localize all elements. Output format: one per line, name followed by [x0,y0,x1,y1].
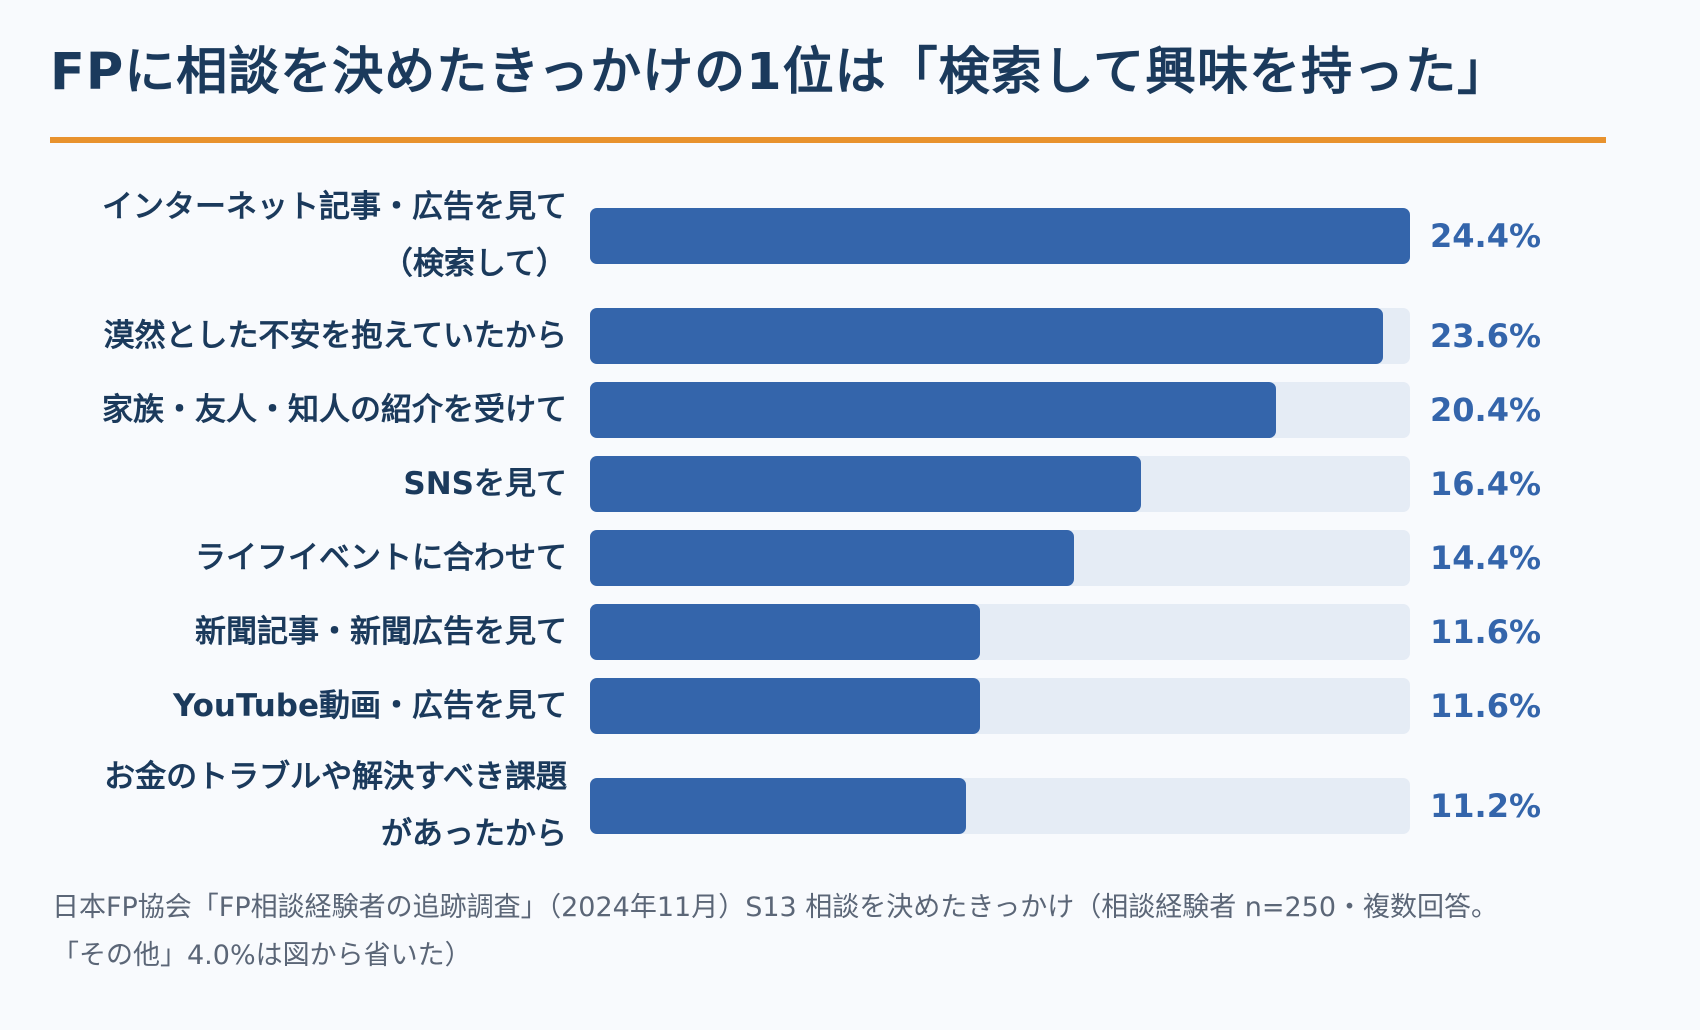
category-label: お金のトラブルや解決すべき課題があったから [104,749,567,863]
source-note-line-1: 日本FP協会「FP相談経験者の追跡調査」（2024年11月）S13 相談を決めた… [52,892,1499,923]
value-label: 14.4% [1430,539,1542,577]
category-label-line: お金のトラブルや解決すべき課題 [104,759,567,795]
category-label: インターネット記事・広告を見て （検索して） [102,179,567,293]
bar [590,778,967,834]
category-label-line: ライフイベントに合わせて [195,539,567,576]
category-label: 漠然とした不安を抱えていたから [104,308,567,365]
category-label: 新聞記事・新聞広告を見て [195,604,567,661]
value-label: 11.2% [1430,787,1542,825]
chart-title: FPに相談を決めたきっかけの1位は「検索して興味を持った」 [50,43,1510,102]
bar [590,678,980,734]
bar-track [590,678,1410,734]
category-label-line: （検索して） [381,246,567,282]
bar [590,382,1276,438]
bar-track [590,778,1410,834]
value-label: 20.4% [1430,391,1542,429]
category-label-line: 家族・友人・知人の紹介を受けて [102,391,567,428]
source-note-line-2: 「その他」4.0%は図から省いた） [52,940,472,971]
title-underline [50,137,1606,143]
bar-track [590,530,1410,586]
value-label: 16.4% [1430,465,1542,503]
category-label-line: 新聞記事・新聞広告を見て [195,613,567,650]
category-label: SNSを見て [403,456,567,513]
category-label-line: YouTube動画・広告を見て [173,687,567,724]
category-label-line: SNSを見て [403,465,567,502]
value-label: 11.6% [1430,613,1542,651]
category-label-line: 漠然とした不安を抱えていたから [103,317,567,354]
value-label: 23.6% [1430,317,1542,355]
category-label-line: があったから [381,816,567,852]
bar-track [590,456,1410,512]
value-label: 24.4% [1430,217,1542,255]
category-label-line: インターネット記事・広告を見て [102,189,567,225]
category-label: YouTube動画・広告を見て [173,678,567,735]
bar-track [590,208,1410,264]
bar [590,208,1410,264]
bar [590,456,1142,512]
bar-track [590,382,1410,438]
bar-track [590,604,1410,660]
bar [590,308,1384,364]
value-label: 11.6% [1430,687,1542,725]
bar [590,604,980,660]
category-label: ライフイベントに合わせて [195,530,567,587]
bar [590,530,1074,586]
source-note: 日本FP協会「FP相談経験者の追跡調査」（2024年11月）S13 相談を決めた… [52,884,1498,980]
category-label: 家族・友人・知人の紹介を受けて [102,382,567,439]
bar-track [590,308,1410,364]
